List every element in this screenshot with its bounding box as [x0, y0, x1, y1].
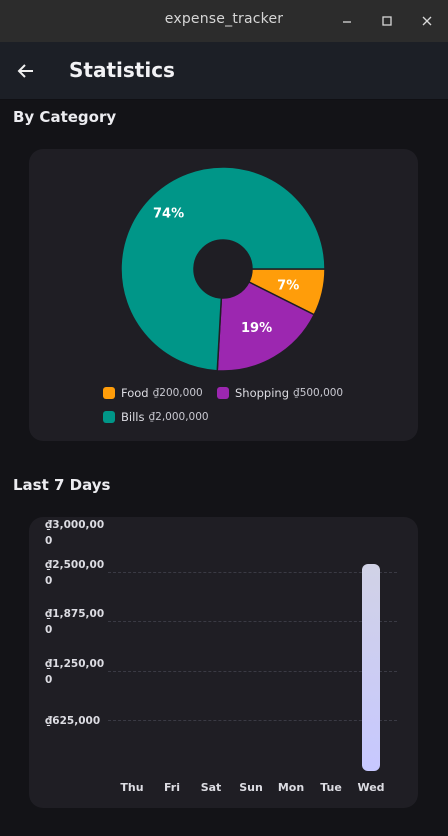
legend-item-bills: Bills ₫2,000,000	[103, 410, 209, 424]
x-tick-label: Sun	[239, 781, 263, 794]
legend-label-food: Food	[121, 386, 149, 400]
x-tick-label: Mon	[277, 781, 305, 794]
pie-slice-bills	[120, 166, 326, 372]
back-arrow-icon[interactable]	[13, 58, 39, 84]
legend-item-shopping: Shopping ₫500,000	[217, 386, 343, 400]
category-card: 7% 19% 74% Food ₫200,000 Shopping ₫500,000…	[29, 149, 418, 441]
legend-amount-bills: ₫2,000,000	[148, 411, 209, 423]
x-tick-label: Thu	[120, 781, 144, 794]
y-tick-label: ₫1,875,000	[45, 608, 105, 636]
grid-line	[108, 720, 397, 721]
grid-line	[108, 572, 397, 573]
pie-label-bills: 74%	[153, 207, 184, 222]
x-tick-label: Fri	[163, 781, 180, 794]
app-bar: Statistics	[0, 42, 448, 100]
legend-swatch-bills	[103, 411, 115, 423]
pie-label-shopping: 19%	[241, 321, 272, 336]
x-tick-label: Wed	[357, 781, 385, 794]
legend-amount-food: ₫200,000	[152, 387, 203, 399]
legend-swatch-food	[103, 387, 115, 399]
y-tick-label: ₫1,250,000	[45, 658, 105, 686]
legend-item-food: Food ₫200,000	[103, 386, 203, 400]
maximize-icon[interactable]	[376, 10, 398, 32]
minimize-icon[interactable]	[336, 10, 358, 32]
legend-amount-shopping: ₫500,000	[293, 387, 344, 399]
x-tick-label: Sat	[200, 781, 222, 794]
legend-label-bills: Bills	[121, 410, 145, 424]
category-donut-chart: 7% 19% 74%	[120, 166, 326, 372]
legend-swatch-shopping	[217, 387, 229, 399]
pie-label-food: 7%	[277, 278, 299, 293]
y-tick-label: ₫3,000,000	[45, 519, 105, 547]
grid-line	[108, 621, 397, 622]
x-tick-label: Tue	[320, 781, 342, 794]
legend-label-shopping: Shopping	[235, 386, 290, 400]
page-title: Statistics	[69, 58, 175, 82]
close-icon[interactable]	[416, 10, 438, 32]
grid-line	[108, 671, 397, 672]
pie-slice-shopping	[216, 280, 316, 372]
window-titlebar: expense_tracker	[0, 0, 448, 42]
y-tick-label: ₫625,000	[45, 715, 101, 727]
section-title-last-7-days: Last 7 Days	[13, 476, 111, 494]
y-tick-label: ₫2,500,000	[45, 559, 105, 587]
window-title: expense_tracker	[164, 11, 284, 27]
bar-wed	[362, 563, 380, 771]
weekly-card	[29, 517, 418, 808]
section-title-by-category: By Category	[13, 108, 117, 126]
